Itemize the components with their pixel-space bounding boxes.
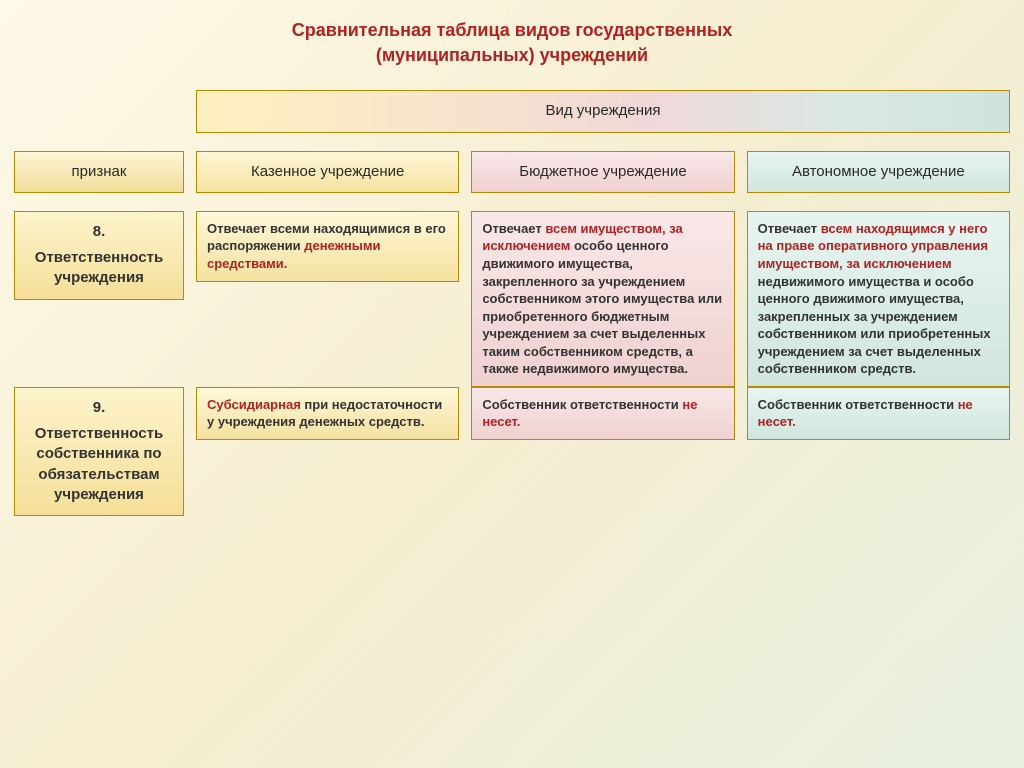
table-cell: Отвечает всем имуществом, за исключением… (471, 211, 734, 387)
row-label-text: Ответственность учреждения (25, 248, 173, 289)
table-row: 9. Ответственность собственника по обязат… (14, 387, 1010, 516)
table-cell: Отвечает всеми находящимися в его распор… (196, 211, 459, 282)
text-segment: Собственник ответственности (482, 397, 682, 412)
table-row: 8. Ответственность учреждения Отвечает все… (14, 211, 1010, 387)
col-header-2: Автономное учреждение (747, 151, 1010, 193)
text-segment: Собственник ответственности (758, 397, 958, 412)
text-segment: Субсидиарная (207, 397, 304, 412)
text-segment: Отвечает (758, 221, 821, 236)
row-label: 8. Ответственность учреждения (14, 211, 184, 300)
col-header-1: Бюджетное учреждение (471, 151, 734, 193)
title-line-2: (муниципальных) учреждений (14, 43, 1010, 68)
table-rows: 8. Ответственность учреждения Отвечает все… (14, 211, 1010, 516)
spacer (14, 90, 184, 132)
col-header-0: Казенное учреждение (196, 151, 459, 193)
row-number: 8. (25, 222, 173, 242)
table-cell: Субсидиарная при недостаточности у учреж… (196, 387, 459, 440)
attr-header: признак (14, 151, 184, 193)
text-segment: недвижимого имущества и особо ценного дв… (758, 274, 991, 377)
title-line-1: Сравнительная таблица видов государствен… (14, 18, 1010, 43)
text-segment: Отвечает (482, 221, 545, 236)
header-row-span: Вид учреждения (14, 90, 1010, 132)
row-label-text: Ответственность собственника по обязател… (25, 424, 173, 505)
header-row-cols: признак Казенное учреждение Бюджетное уч… (14, 151, 1010, 193)
text-segment: особо ценного движимого имущества, закре… (482, 238, 722, 376)
table-cell: Отвечает всем находящимся у него на прав… (747, 211, 1010, 387)
row-number: 9. (25, 398, 173, 418)
table-wrap: Вид учреждения признак Казенное учрежден… (14, 90, 1010, 516)
row-label: 9. Ответственность собственника по обязат… (14, 387, 184, 516)
span-header: Вид учреждения (196, 90, 1010, 132)
page-title: Сравнительная таблица видов государствен… (14, 18, 1010, 68)
table-cell: Собственник ответственности не несет. (471, 387, 734, 440)
table-cell: Собственник ответственности не несет. (747, 387, 1010, 440)
